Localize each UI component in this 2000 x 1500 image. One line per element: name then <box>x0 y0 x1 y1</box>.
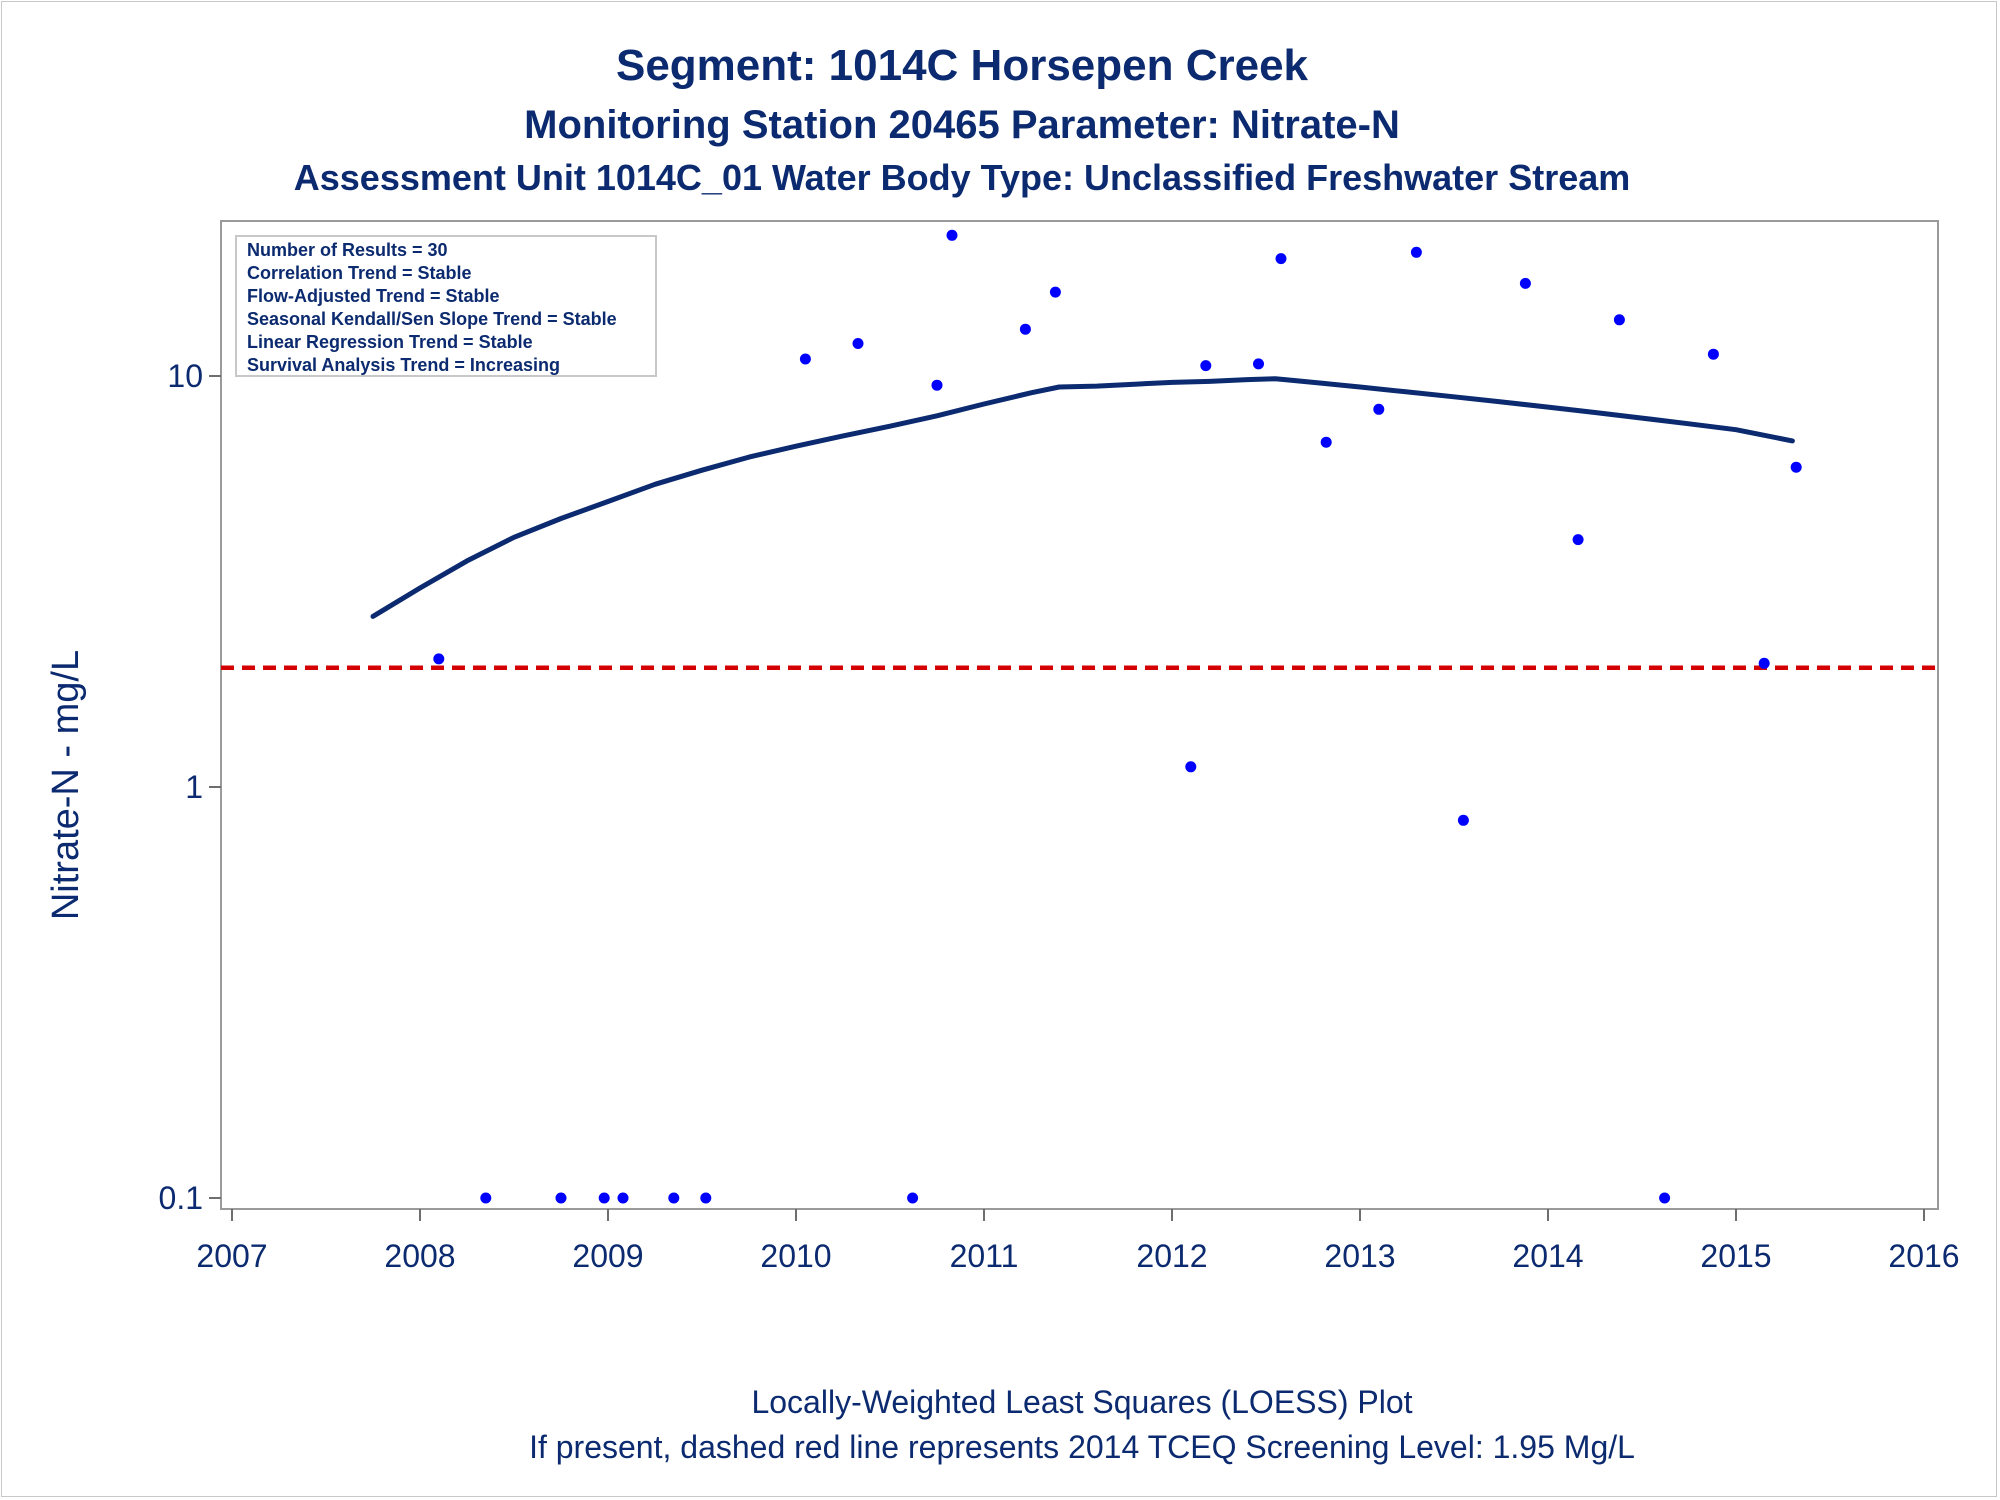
x-tick-label-2007: 2007 <box>196 1238 267 1274</box>
x-tick-label-2009: 2009 <box>572 1238 643 1274</box>
data-point <box>852 338 864 349</box>
data-points-group <box>367 229 1802 1204</box>
stats-line-flow-adjusted: Flow-Adjusted Trend = Stable <box>247 286 500 306</box>
chart-subtitle-assessment: Assessment Unit 1014C_01 Water Body Type… <box>294 157 1631 198</box>
data-point <box>617 1192 629 1204</box>
axes-group: 2007 2008 2009 2010 2011 2012 2013 2014 2015 2016… <box>159 358 1960 1274</box>
data-point <box>598 1192 610 1204</box>
y-tick-label-1: 1 <box>185 769 203 805</box>
stats-line-linear-regression: Linear Regression Trend = Stable <box>247 332 533 352</box>
x-tick-label-2012: 2012 <box>1136 1238 1207 1274</box>
data-point <box>1253 358 1264 370</box>
data-point <box>1707 348 1719 360</box>
x-tick-label-2016: 2016 <box>1888 1238 1959 1274</box>
stats-line-seasonal-kendall: Seasonal Kendall/Sen Slope Trend = Stabl… <box>247 309 617 329</box>
data-point <box>1457 814 1469 826</box>
data-point <box>1758 657 1770 669</box>
data-point <box>1049 286 1061 298</box>
data-point <box>1519 277 1531 289</box>
data-point <box>555 1192 567 1204</box>
data-point <box>1019 323 1031 335</box>
x-tick-label-2010: 2010 <box>760 1238 831 1274</box>
data-point <box>1659 1192 1671 1204</box>
stats-line-results: Number of Results = 30 <box>247 240 448 260</box>
x-tick-label-2011: 2011 <box>950 1238 1019 1274</box>
stats-line-correlation: Correlation Trend = Stable <box>247 263 472 283</box>
data-point <box>1790 461 1802 473</box>
data-point <box>1275 253 1287 265</box>
chart-subtitle-station: Monitoring Station 20465 Parameter: Nitr… <box>524 103 1400 147</box>
data-point <box>799 353 811 365</box>
data-point <box>1613 314 1625 326</box>
data-point <box>1410 246 1422 258</box>
data-point <box>1185 761 1197 773</box>
data-point <box>1373 403 1385 415</box>
x-tick-label-2015: 2015 <box>1700 1238 1771 1274</box>
stats-line-survival: Survival Analysis Trend = Increasing <box>247 355 560 375</box>
data-point <box>1320 436 1332 448</box>
y-axis-label: Nitrate-N - mg/L <box>45 650 87 920</box>
data-point <box>907 1192 919 1204</box>
footnote-screening-level: If present, dashed red line represents 2… <box>529 1429 1635 1465</box>
data-point <box>1200 360 1212 372</box>
stats-box-frame <box>235 235 657 377</box>
loess-group <box>370 376 1795 619</box>
stats-box: Number of Results = 30 Correlation Trend… <box>235 235 657 377</box>
data-point <box>433 653 445 665</box>
loess-curve <box>370 376 1795 619</box>
x-tick-label-2013: 2013 <box>1324 1238 1395 1274</box>
chart-title: Segment: 1014C Horsepen Creek <box>616 41 1309 90</box>
data-point <box>700 1192 712 1204</box>
x-tick-label-2014: 2014 <box>1512 1238 1583 1274</box>
data-point <box>480 1192 492 1204</box>
y-tick-label-0.1: 0.1 <box>159 1180 203 1216</box>
data-point <box>931 379 943 391</box>
footnote-loess: Locally-Weighted Least Squares (LOESS) P… <box>751 1384 1412 1420</box>
data-point <box>946 229 958 241</box>
data-point <box>1572 534 1584 546</box>
x-tick-label-2008: 2008 <box>384 1238 455 1274</box>
plot-area <box>220 220 1939 1210</box>
y-tick-label-10: 10 <box>167 358 203 394</box>
data-point <box>668 1192 680 1204</box>
